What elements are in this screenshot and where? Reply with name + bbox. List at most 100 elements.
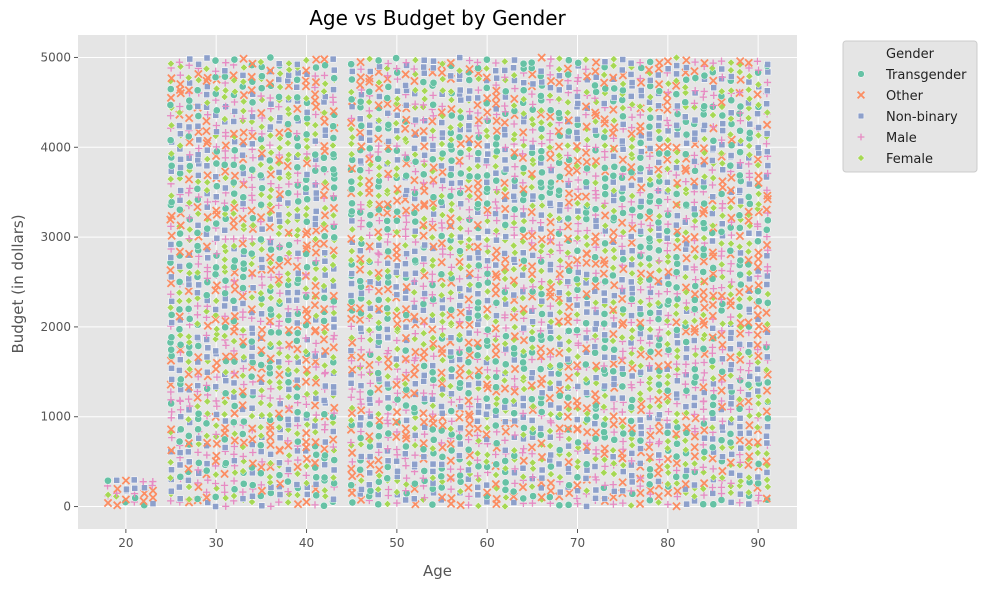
point-female: [365, 298, 374, 307]
point-other: [121, 495, 131, 504]
point-non-binary: [746, 373, 754, 380]
point-male: [464, 501, 473, 509]
point-other: [672, 226, 682, 236]
point-transgender: [374, 296, 383, 304]
point-non-binary: [628, 312, 635, 319]
point-other: [699, 257, 709, 266]
point-other: [456, 500, 465, 510]
point-male: [447, 465, 455, 473]
point-non-binary: [438, 162, 445, 170]
point-other: [221, 141, 231, 150]
point-male: [645, 294, 654, 303]
point-transgender: [555, 501, 564, 510]
point-male: [646, 221, 654, 230]
point-other: [637, 183, 646, 192]
point-non-binary: [683, 500, 690, 508]
point-non-binary: [529, 318, 536, 325]
point-male: [511, 383, 519, 391]
point-non-binary: [636, 176, 644, 184]
point-transgender: [709, 500, 718, 509]
point-non-binary: [728, 73, 735, 80]
point-male: [419, 282, 427, 290]
point-female: [393, 325, 402, 334]
point-non-binary: [366, 396, 373, 403]
point-female: [510, 305, 519, 314]
point-non-binary: [727, 345, 734, 353]
point-transgender: [258, 72, 266, 81]
point-female: [329, 308, 338, 317]
point-female: [754, 392, 763, 401]
point-transgender: [456, 379, 464, 388]
point-transgender: [619, 112, 627, 121]
point-non-binary: [321, 249, 329, 257]
point-male: [222, 283, 230, 291]
point-non-binary: [746, 180, 753, 188]
point-other: [329, 246, 338, 255]
point-non-binary: [447, 348, 455, 356]
point-other: [139, 496, 148, 506]
point-male: [294, 456, 302, 464]
point-female: [347, 416, 356, 425]
point-other: [709, 291, 718, 300]
point-other: [383, 99, 392, 109]
point-female: [176, 62, 185, 71]
point-transgender: [519, 86, 528, 95]
point-female: [681, 460, 690, 469]
point-female: [627, 349, 636, 358]
point-transgender: [609, 171, 618, 180]
point-non-binary: [185, 123, 193, 131]
point-female: [519, 95, 528, 104]
point-transgender: [256, 469, 265, 478]
point-other: [212, 358, 222, 368]
point-transgender: [690, 365, 699, 374]
point-other: [464, 428, 474, 438]
point-male: [546, 236, 554, 244]
point-male: [419, 101, 428, 109]
point-female: [519, 347, 528, 356]
point-female: [655, 387, 664, 396]
point-female: [321, 178, 330, 187]
point-female: [663, 480, 672, 488]
point-female: [564, 337, 573, 346]
point-male: [708, 166, 716, 174]
point-male: [212, 121, 220, 130]
point-male: [745, 405, 753, 413]
point-female: [284, 150, 293, 159]
point-non-binary: [474, 249, 482, 256]
point-non-binary: [646, 168, 654, 176]
point-male: [627, 318, 635, 327]
point-other: [429, 163, 438, 172]
point-other: [428, 117, 437, 126]
point-male: [176, 102, 184, 111]
point-female: [663, 379, 672, 388]
point-female: [574, 213, 583, 222]
point-transgender: [374, 369, 382, 377]
point-other: [356, 495, 366, 504]
point-female: [284, 392, 293, 401]
point-female: [438, 59, 447, 68]
point-other: [383, 285, 393, 294]
point-female: [745, 294, 754, 303]
point-male: [230, 347, 238, 355]
point-transgender: [537, 290, 546, 298]
point-other: [356, 406, 366, 415]
point-non-binary: [754, 387, 762, 395]
point-male: [420, 430, 429, 438]
point-non-binary: [185, 448, 192, 456]
point-transgender: [285, 241, 293, 249]
point-male: [294, 421, 302, 430]
point-transgender: [438, 453, 447, 461]
point-male: [645, 362, 653, 370]
point-male: [275, 103, 283, 111]
point-other: [329, 203, 339, 213]
point-other: [230, 203, 239, 212]
point-transgender: [230, 402, 239, 410]
point-other: [411, 203, 420, 212]
point-non-binary: [429, 460, 437, 468]
point-non-binary: [493, 74, 500, 82]
point-female: [735, 242, 744, 251]
point-transgender: [736, 270, 744, 279]
point-non-binary: [167, 487, 175, 495]
point-transgender: [419, 78, 428, 86]
point-transgender: [547, 178, 555, 187]
